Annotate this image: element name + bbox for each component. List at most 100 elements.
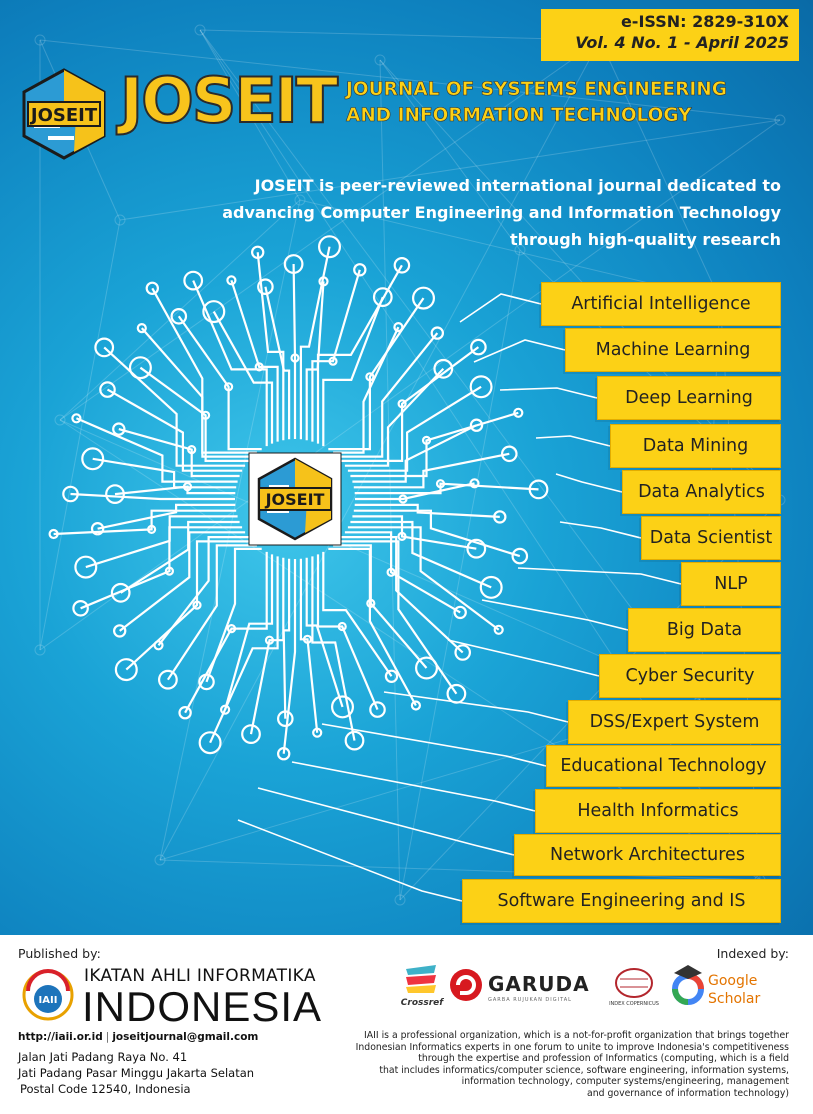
circuit-trace: [350, 520, 492, 589]
topic-connector-line: [237, 819, 463, 902]
index-copernicus-logo-icon[interactable]: INDEX COPERNICUS: [609, 968, 659, 1007]
topic-label: NLP: [681, 562, 781, 606]
topic-label: Educational Technology: [546, 745, 781, 787]
iaii-logo-text: IAII: [39, 995, 58, 1006]
background-web-node: [294, 194, 306, 206]
iaii-logo-icon: IAII: [22, 969, 74, 1021]
garuda-sub-label: GARBA RUJUKAN DIGITAL: [488, 997, 572, 1003]
google-scholar-logo-icon[interactable]: Google Scholar: [672, 965, 760, 1007]
background-web-node: [774, 114, 786, 126]
circuit-node: [469, 418, 484, 432]
topic-connector-line: [535, 435, 611, 447]
org-name-line2: INDONESIA: [82, 983, 323, 1030]
circuit-node: [224, 382, 234, 392]
joseit-logo-icon: JOSEIT: [22, 68, 106, 160]
circuit-node: [493, 510, 507, 524]
garuda-logo-icon[interactable]: GARUDA GARBA RUJUKAN DIGITAL: [450, 969, 590, 1003]
topic-label: Deep Learning: [597, 376, 781, 420]
circuit-node: [353, 263, 367, 277]
circuit-trace: [354, 482, 539, 495]
background-web-line: [379, 59, 401, 901]
background-web-node: [34, 34, 46, 46]
circuit-trace: [299, 558, 319, 733]
address-line3: Postal Code 12540, Indonesia: [20, 1082, 191, 1096]
circuit-node: [128, 356, 152, 380]
circuit-node: [466, 538, 487, 559]
circuit-node: [110, 582, 131, 603]
background-web-node: [54, 414, 66, 426]
topic-label: Cyber Security: [599, 654, 781, 698]
topic-label: Data Mining: [610, 424, 781, 468]
topic-label: Big Data: [628, 608, 781, 652]
crossref-logo-icon[interactable]: Crossref: [401, 965, 444, 1008]
email-link[interactable]: joseitjournal@gmail.com: [112, 1031, 259, 1043]
circuit-trace: [106, 388, 243, 472]
circuit-trace: [341, 536, 464, 654]
circuit-node: [337, 621, 347, 632]
circuit-node: [528, 479, 549, 500]
circuit-node: [469, 478, 480, 489]
circuit-trace: [264, 286, 291, 440]
circuit-trace: [282, 559, 297, 754]
circuit-node: [145, 281, 159, 295]
crossref-label: Crossref: [401, 998, 444, 1008]
topic-connector-line: [459, 293, 542, 323]
circuit-trace: [347, 526, 500, 631]
background-web-line: [159, 199, 301, 861]
background-web-line: [199, 29, 301, 201]
circuit-trace: [316, 264, 403, 444]
topic-connector-line: [481, 599, 629, 631]
circuit-trace: [328, 297, 425, 451]
circuit-node: [318, 276, 329, 287]
background-web-line: [199, 29, 701, 701]
topic-connector-line: [517, 567, 682, 585]
logo-text: JOSEIT: [29, 105, 98, 126]
circuit-node: [500, 445, 518, 463]
circuit-node: [202, 300, 226, 324]
circuit-trace: [151, 287, 257, 454]
circuit-trace: [125, 540, 253, 671]
circuit-node: [114, 658, 138, 682]
circuit-node: [147, 524, 157, 535]
circuit-trace: [140, 327, 253, 458]
journal-name-line1: JOURNAL OF SYSTEMS ENGINEERING: [346, 79, 728, 101]
circuit-trace: [311, 269, 361, 442]
circuit-node: [331, 695, 355, 719]
topic-connector-line: [447, 639, 600, 677]
circuit-node: [81, 447, 105, 471]
circuit-node: [318, 235, 342, 259]
circuit-node: [257, 278, 274, 295]
circuit-node: [277, 747, 291, 761]
topic-connector-line: [291, 761, 536, 812]
volume-text: Vol. 4 No. 1 - April 2025: [575, 33, 789, 52]
description-line: information technology, computer systems…: [461, 1076, 789, 1088]
circuit-node: [112, 624, 127, 638]
topic-label: Machine Learning: [565, 328, 781, 372]
circuit-trace: [70, 492, 235, 501]
circuit-node: [328, 356, 338, 366]
description-line: through the expertise and profession of …: [418, 1053, 789, 1065]
circuit-trace: [118, 428, 240, 478]
circuit-node: [90, 522, 105, 536]
background-web-line: [379, 59, 521, 251]
circuit-trace: [316, 554, 379, 711]
circuit-node: [493, 624, 504, 635]
circuit-trace: [166, 544, 257, 681]
circuit-node: [198, 731, 222, 755]
background-web-line: [59, 39, 601, 421]
circuit-trace: [256, 252, 285, 441]
circuit-node: [290, 353, 300, 363]
center-logo-text: JOSEIT: [265, 490, 325, 509]
circuit-node: [470, 338, 487, 356]
circuit-trace: [282, 558, 291, 719]
garuda-label: GARUDA: [488, 972, 590, 996]
topic-connector-line: [555, 473, 623, 493]
circuit-node: [410, 700, 421, 711]
circuit-trace: [209, 556, 279, 744]
circuit-node: [157, 669, 178, 690]
circuit-trace: [344, 368, 445, 467]
org-name-line1: IKATAN AHLI INFORMATIKA: [84, 966, 316, 986]
circuit-node: [344, 730, 365, 751]
circuit-trace: [347, 385, 482, 472]
website-link[interactable]: http://iaii.or.id: [18, 1031, 103, 1043]
